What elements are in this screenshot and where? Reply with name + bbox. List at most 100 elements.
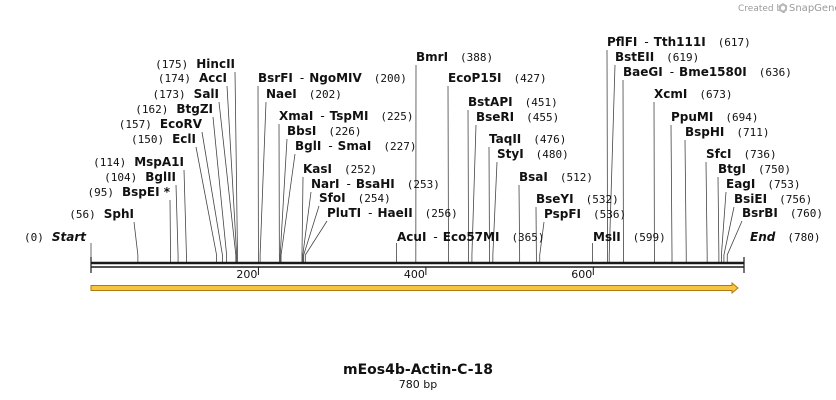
site-position: (226) [328, 125, 361, 138]
site-label-start: (0) Start [24, 230, 87, 244]
cut-site-acui[interactable]: AcuI - Eco57MI (365) [397, 230, 545, 244]
leader-bsteii [608, 64, 616, 262]
site-position: (760) [790, 207, 823, 220]
site-position: (694) [725, 111, 758, 124]
tick-label-600: 600 [571, 268, 592, 281]
cut-site-sfci[interactable]: SfcI (736) [706, 147, 777, 161]
leader-hincii [234, 71, 238, 262]
site-name: MslI [593, 230, 621, 244]
orf-feature-arrow[interactable] [90, 281, 739, 295]
site-label-sfoi: SfoI (254) [319, 191, 391, 205]
site-name: End [750, 230, 776, 244]
cut-site-end[interactable]: End (780) [750, 230, 820, 244]
site-separator: - [328, 139, 332, 153]
cut-site-bsphi[interactable]: BspHI (711) [685, 125, 770, 139]
cut-site-nari[interactable]: NarI - BsaHI (253) [311, 177, 440, 191]
cut-site-bstapi[interactable]: BstAPI (451) [468, 95, 558, 109]
site-name: BglI [295, 139, 321, 153]
cut-site-sfoi[interactable]: SfoI (254) [319, 191, 391, 205]
site-label-styi: StyI (480) [497, 147, 569, 161]
site-separator: - [300, 71, 304, 85]
cut-site-taqii[interactable]: TaqII (476) [489, 132, 566, 146]
cut-site-bgli[interactable]: BglI - SmaI (227) [295, 139, 417, 153]
site-label-btgzi: (162) BtgZI [135, 102, 213, 116]
cut-site-styi[interactable]: StyI (480) [497, 147, 569, 161]
site-position: (455) [526, 111, 559, 124]
cut-site-baegi[interactable]: BaeGI - Bme1580I (636) [623, 65, 792, 79]
cut-site-bglii[interactable]: (104) BglII [104, 170, 176, 184]
cut-site-sali[interactable]: (173) SalI [153, 87, 219, 101]
leader-naei [259, 101, 267, 262]
cut-site-bsrfi[interactable]: BsrFI - NgoMIV (200) [258, 71, 407, 85]
cut-site-acci[interactable]: (174) AccI [158, 71, 227, 85]
site-name: SfcI [706, 147, 731, 161]
site-position: (780) [787, 231, 820, 244]
cut-site-bsrbi[interactable]: BsrBI (760) [742, 206, 823, 220]
site-position: (365) [511, 231, 544, 244]
cut-site-sphi[interactable]: (56) SphI [69, 207, 134, 221]
cut-site-pflfi[interactable]: PflFI - Tth111I (617) [607, 35, 751, 49]
cut-site-ecop15i[interactable]: EcoP15I (427) [448, 71, 547, 85]
leader-ecli [195, 146, 217, 262]
site-position: (427) [514, 72, 547, 85]
cut-site-bsai[interactable]: BsaI (512) [519, 170, 593, 184]
site-position: (95) [88, 186, 115, 199]
site-label-bsphi: BspHI (711) [685, 125, 770, 139]
site-label-eagi: EagI (753) [726, 177, 800, 191]
cut-site-bsteii[interactable]: BstEII (619) [615, 50, 699, 64]
site-label-pluti: PluTI - HaeII (256) [327, 206, 458, 220]
cut-site-eagi[interactable]: EagI (753) [726, 177, 800, 191]
cut-site-bseri[interactable]: BseRI (455) [476, 110, 559, 124]
created-by-text: Created by [738, 4, 788, 14]
cut-site-btgzi[interactable]: (162) BtgZI [135, 102, 213, 116]
cut-site-bbsi[interactable]: BbsI (226) [287, 124, 361, 138]
cut-site-bspei[interactable]: (95) BspEI * [88, 185, 171, 199]
site-label-ecop15i: EcoP15I (427) [448, 71, 547, 85]
site-label-acui: AcuI - Eco57MI (365) [397, 230, 545, 244]
site-name: KasI [303, 162, 332, 176]
tick-label-200: 200 [236, 268, 257, 281]
site-separator: - [670, 65, 674, 79]
cut-site-pluti[interactable]: PluTI - HaeII (256) [327, 206, 458, 220]
site-label-bsai: BsaI (512) [519, 170, 593, 184]
site-separator: - [433, 230, 437, 244]
leader-pflfi [606, 49, 608, 262]
cut-site-bseyi[interactable]: BseYI (532) [536, 192, 619, 206]
cut-site-xcmi[interactable]: XcmI (673) [654, 87, 732, 101]
site-name: StyI [497, 147, 524, 161]
site-label-bsrbi: BsrBI (760) [742, 206, 823, 220]
cut-site-ppumi[interactable]: PpuMI (694) [671, 110, 758, 124]
cut-site-msli[interactable]: MslI (599) [593, 230, 666, 244]
cut-site-naei[interactable]: NaeI (202) [266, 87, 342, 101]
site-name: BspEI * [122, 185, 171, 199]
cut-site-ecli[interactable]: (150) EclI [131, 132, 196, 146]
cut-site-start[interactable]: (0) Start [24, 230, 87, 244]
site-label-ecli: (150) EclI [131, 132, 196, 146]
cut-site-btgi[interactable]: BtgI (750) [718, 162, 791, 176]
site-position: (532) [586, 193, 619, 206]
site-position: (619) [666, 51, 699, 64]
site-position: (711) [736, 126, 769, 139]
cut-site-xmai[interactable]: XmaI - TspMI (225) [279, 109, 414, 123]
site-label-bstapi: BstAPI (451) [468, 95, 558, 109]
cut-site-ecorv[interactable]: (157) EcoRV [119, 117, 203, 131]
leader-bgli [280, 153, 296, 262]
cut-site-kasi[interactable]: KasI (252) [303, 162, 377, 176]
cut-site-hincii[interactable]: (175) HincII [155, 57, 235, 71]
leader-sali [218, 101, 237, 262]
snapgene-logo-icon [779, 3, 787, 13]
site-label-bbsi: BbsI (226) [287, 124, 361, 138]
site-position: (174) [158, 72, 191, 85]
site-name: MspA1I [134, 155, 184, 169]
site-name-secondary: SmaI [338, 139, 372, 153]
site-position: (162) [135, 103, 168, 116]
cut-site-pspfi[interactable]: PspFI (536) [544, 207, 626, 221]
site-name: BglII [145, 170, 176, 184]
cut-site-bmri[interactable]: BmrI (388) [416, 50, 493, 64]
cut-site-mspa1i[interactable]: (114) MspA1I [93, 155, 184, 169]
site-name: XmaI [279, 109, 313, 123]
site-position: (750) [758, 163, 791, 176]
cut-site-bsiei[interactable]: BsiEI (756) [734, 192, 812, 206]
site-label-btgi: BtgI (750) [718, 162, 791, 176]
